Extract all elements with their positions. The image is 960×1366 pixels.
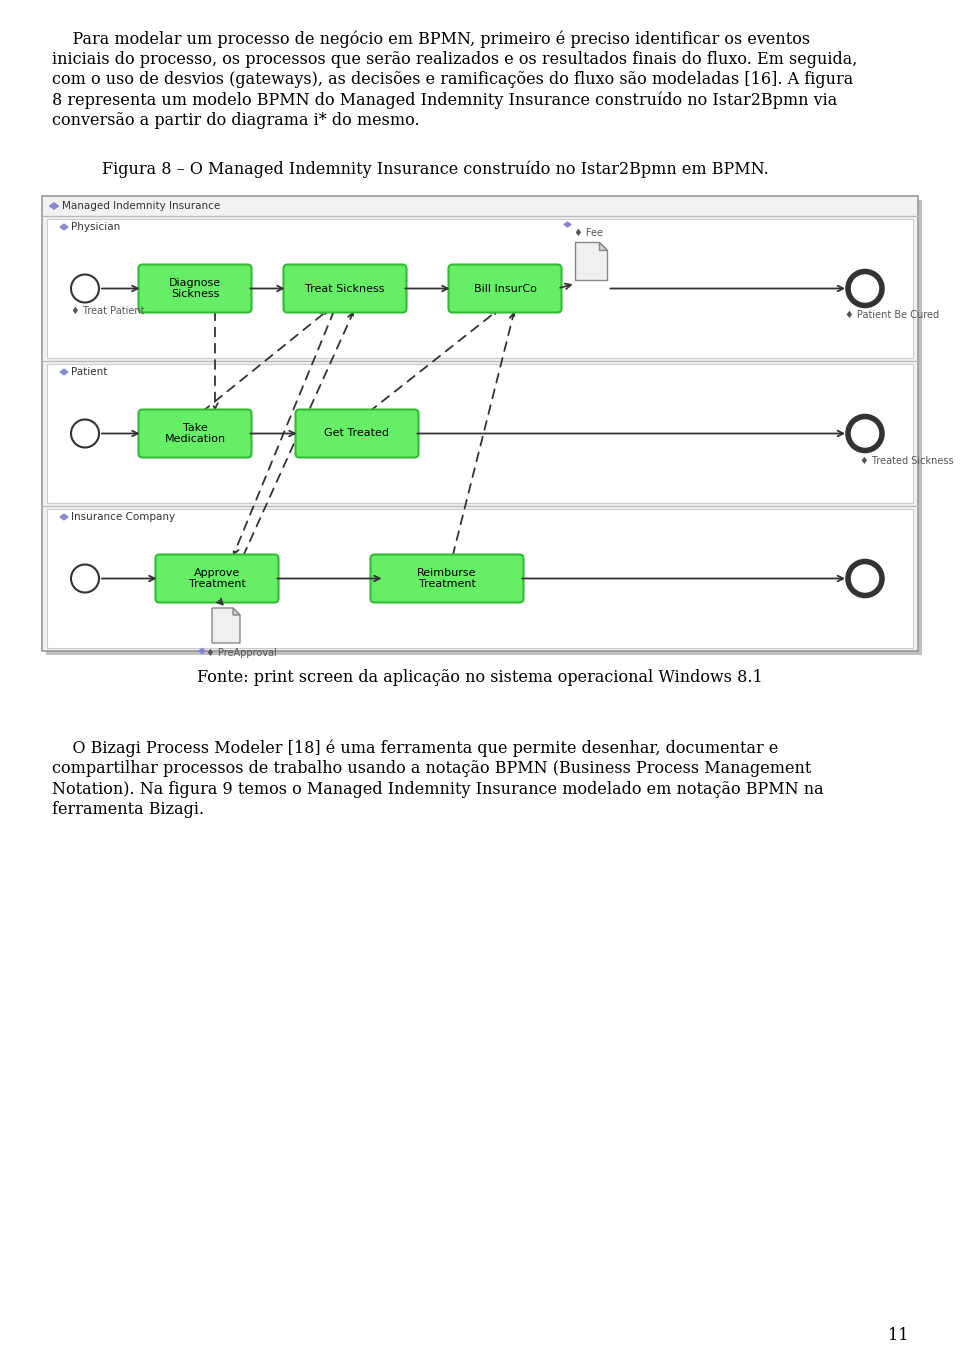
Text: compartilhar processos de trabalho usando a notação BPMN (Business Process Manag: compartilhar processos de trabalho usand… bbox=[52, 759, 811, 777]
Text: ♦ Fee: ♦ Fee bbox=[573, 228, 603, 239]
Text: com o uso de desvios (gateways), as decisões e ramificações do fluxo são modelad: com o uso de desvios (gateways), as deci… bbox=[52, 71, 853, 87]
Circle shape bbox=[848, 561, 882, 596]
Circle shape bbox=[71, 419, 99, 448]
FancyBboxPatch shape bbox=[448, 265, 562, 313]
Text: Patient: Patient bbox=[71, 367, 108, 377]
Text: Diagnose
Sickness: Diagnose Sickness bbox=[169, 277, 221, 299]
Polygon shape bbox=[50, 202, 59, 209]
FancyBboxPatch shape bbox=[138, 410, 252, 458]
Polygon shape bbox=[60, 369, 68, 374]
Text: ♦ Treated Sickness: ♦ Treated Sickness bbox=[860, 455, 953, 466]
Polygon shape bbox=[60, 514, 68, 520]
Text: Figura 8 – O Managed Indemnity Insurance construído no Istar2Bpmn em BPMN.: Figura 8 – O Managed Indemnity Insurance… bbox=[102, 160, 769, 178]
Text: ♦ Treat Patient: ♦ Treat Patient bbox=[71, 306, 145, 317]
Polygon shape bbox=[60, 224, 68, 229]
Text: Approve
Treatment: Approve Treatment bbox=[188, 568, 246, 589]
Polygon shape bbox=[233, 608, 240, 615]
Text: conversão a partir do diagrama i* do mesmo.: conversão a partir do diagrama i* do mes… bbox=[52, 112, 420, 128]
Polygon shape bbox=[575, 243, 608, 280]
FancyBboxPatch shape bbox=[138, 265, 252, 313]
Text: Reimburse
Treatment: Reimburse Treatment bbox=[418, 568, 477, 589]
Text: 11: 11 bbox=[887, 1326, 908, 1344]
Circle shape bbox=[848, 417, 882, 451]
Text: 8 representa um modelo BPMN do Managed Indemnity Insurance construído no Istar2B: 8 representa um modelo BPMN do Managed I… bbox=[52, 92, 837, 109]
FancyBboxPatch shape bbox=[156, 555, 278, 602]
Text: Managed Indemnity Insurance: Managed Indemnity Insurance bbox=[62, 201, 220, 210]
Text: O Bizagi Process Modeler [18] é uma ferramenta que permite desenhar, documentar : O Bizagi Process Modeler [18] é uma ferr… bbox=[52, 739, 779, 757]
Text: Get Treated: Get Treated bbox=[324, 429, 390, 438]
Text: Physician: Physician bbox=[71, 223, 120, 232]
Polygon shape bbox=[199, 649, 205, 653]
Text: Insurance Company: Insurance Company bbox=[71, 512, 175, 522]
FancyBboxPatch shape bbox=[283, 265, 406, 313]
Text: Para modelar um processo de negócio em BPMN, primeiro é preciso identificar os e: Para modelar um processo de negócio em B… bbox=[52, 30, 810, 48]
Text: Fonte: print screen da aplicação no sistema operacional Windows 8.1: Fonte: print screen da aplicação no sist… bbox=[197, 669, 763, 686]
Text: ♦ PreApproval: ♦ PreApproval bbox=[206, 647, 276, 658]
Text: Bill InsurCo: Bill InsurCo bbox=[473, 284, 537, 294]
Polygon shape bbox=[564, 223, 571, 227]
Text: Take
Medication: Take Medication bbox=[164, 422, 226, 444]
Text: ferramenta Bizagi.: ferramenta Bizagi. bbox=[52, 800, 204, 818]
FancyBboxPatch shape bbox=[296, 410, 419, 458]
Bar bbox=[47, 510, 913, 647]
Text: iniciais do processo, os processos que serão realizados e os resultados finais d: iniciais do processo, os processos que s… bbox=[52, 51, 857, 67]
Text: Notation). Na figura 9 temos o Managed Indemnity Insurance modelado em notação B: Notation). Na figura 9 temos o Managed I… bbox=[52, 780, 824, 798]
Bar bbox=[42, 195, 918, 652]
Bar bbox=[46, 199, 922, 656]
Circle shape bbox=[848, 272, 882, 306]
Bar bbox=[47, 219, 913, 358]
Polygon shape bbox=[212, 608, 240, 643]
Text: Treat Sickness: Treat Sickness bbox=[305, 284, 385, 294]
Text: ♦ Patient Be Cured: ♦ Patient Be Cured bbox=[845, 310, 939, 321]
Circle shape bbox=[71, 564, 99, 593]
Polygon shape bbox=[599, 243, 608, 250]
Circle shape bbox=[71, 275, 99, 302]
Bar bbox=[47, 363, 913, 503]
FancyBboxPatch shape bbox=[371, 555, 523, 602]
